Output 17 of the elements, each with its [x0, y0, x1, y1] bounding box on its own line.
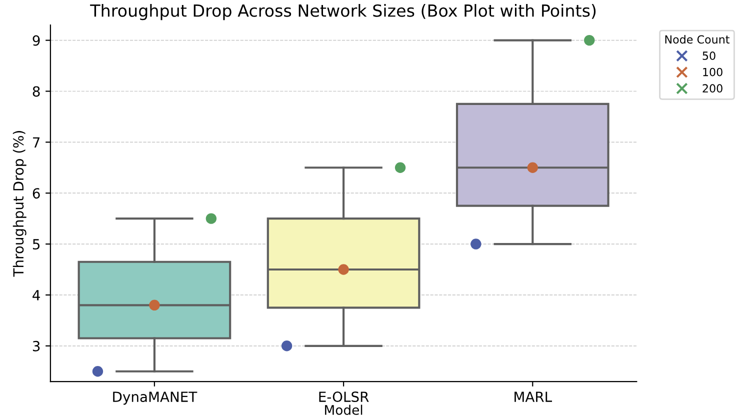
x-tick-label: DynaMANET [113, 392, 198, 405]
y-tick-label: 9 [32, 35, 40, 46]
y-tick-label: 7 [33, 137, 40, 148]
x-tick-label: MARL [514, 392, 552, 402]
legend-label: 200 [702, 84, 722, 93]
x-tick-label: E-OLSR [319, 392, 369, 402]
x-axis-title: Model [325, 404, 362, 415]
y-tick-label: 5 [32, 239, 40, 250]
legend-label: 50 [702, 52, 716, 60]
y-tick-label: 8 [32, 86, 40, 97]
y-tick-label: 3 [32, 340, 40, 352]
y-axis-title: Throughput Drop (%) [12, 131, 26, 277]
y-tick-label: 4 [32, 290, 40, 300]
legend-title: Node Count [665, 35, 730, 44]
legend-label: 100 [703, 68, 722, 76]
chart-title: Throughput Drop Across Network Sizes (Box Plot with Points) [90, 4, 596, 20]
y-tick-label: 6 [32, 188, 40, 199]
